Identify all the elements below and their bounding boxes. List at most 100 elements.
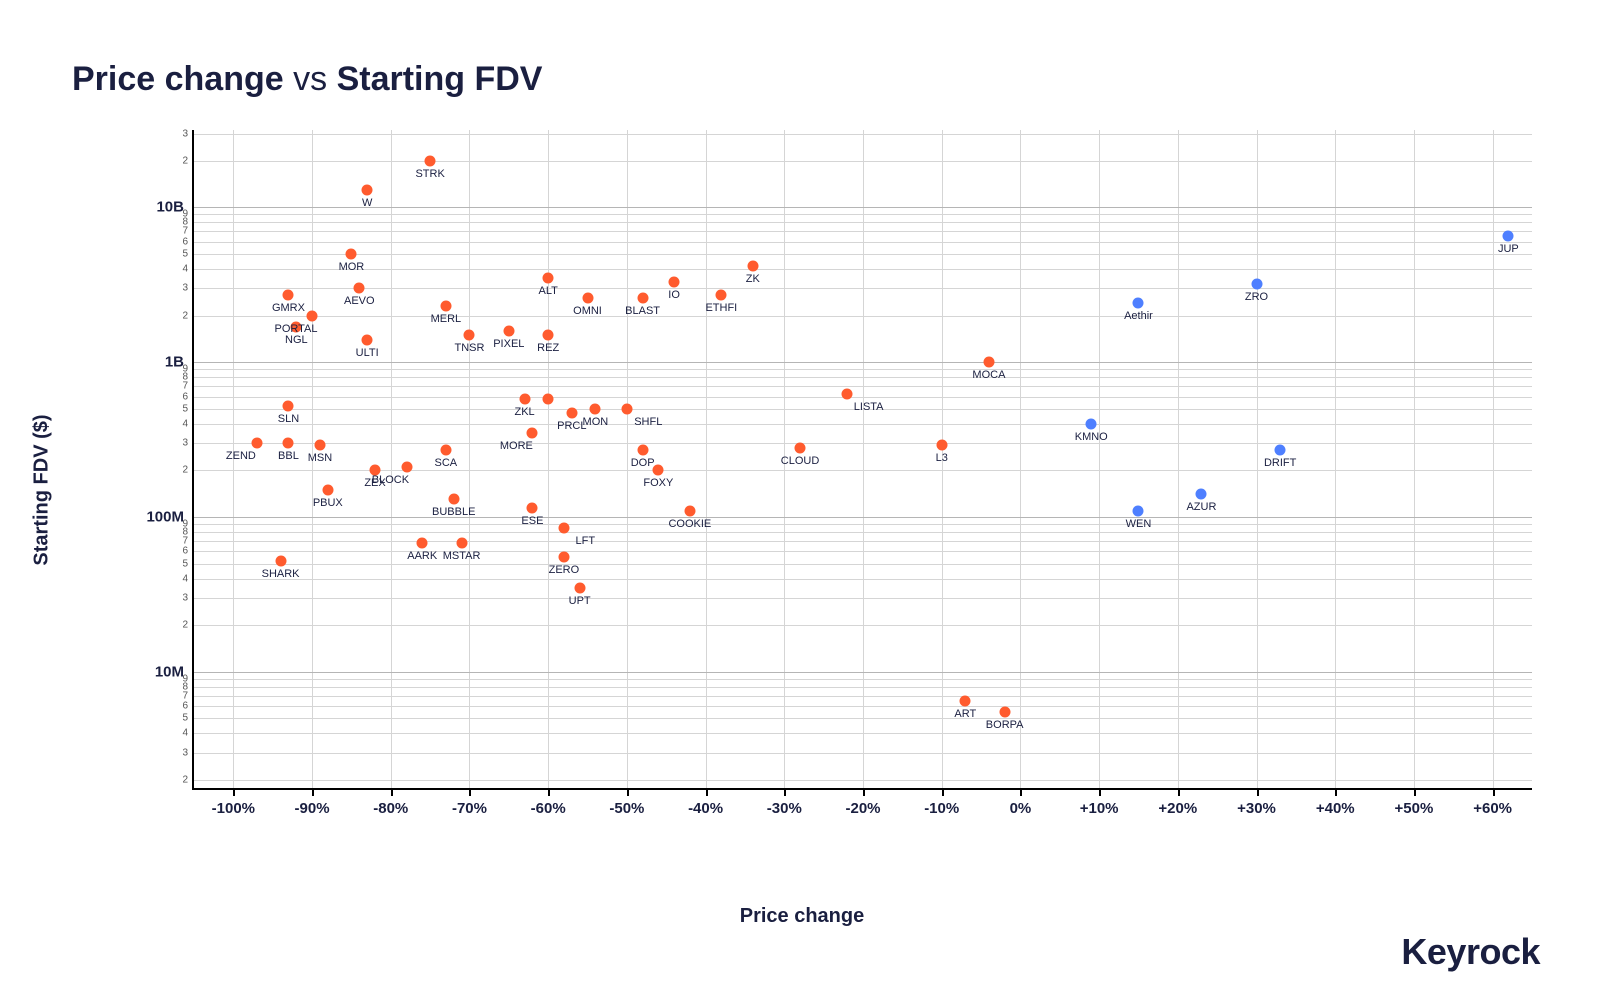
scatter-point-label: CLOUD	[781, 455, 820, 467]
scatter-point-label: ZRO	[1245, 291, 1268, 303]
scatter-point	[283, 401, 294, 412]
gridline-horizontal-major	[194, 362, 1532, 363]
y-tick-minor-label: 2	[182, 620, 194, 631]
scatter-point	[448, 494, 459, 505]
x-axis-label-wrap: Price change	[72, 905, 1532, 928]
gridline-horizontal-minor	[194, 316, 1532, 317]
scatter-point	[842, 389, 853, 400]
scatter-point	[456, 537, 467, 548]
scatter-point-label: BLAST	[625, 305, 660, 317]
scatter-point-label: KMNO	[1075, 431, 1108, 443]
scatter-point	[527, 502, 538, 513]
scatter-point	[417, 537, 428, 548]
scatter-point-label: JUP	[1498, 243, 1519, 255]
scatter-point	[1086, 418, 1097, 429]
gridline-horizontal-minor	[194, 524, 1532, 525]
scatter-point	[401, 462, 412, 473]
scatter-point-label: AZUR	[1186, 501, 1216, 513]
scatter-point-label: ZK	[746, 273, 760, 285]
scatter-point	[1196, 489, 1207, 500]
y-tick-minor-label: 2	[182, 310, 194, 321]
scatter-point	[936, 440, 947, 451]
scatter-point	[669, 276, 680, 287]
scatter-point-label: MERL	[431, 313, 462, 325]
scatter-point-label: COOKIE	[668, 518, 711, 530]
scatter-point	[519, 393, 530, 404]
gridline-horizontal-minor	[194, 579, 1532, 580]
scatter-point-label: LISTA	[854, 401, 884, 413]
gridline-horizontal-minor	[194, 753, 1532, 754]
scatter-point	[1251, 279, 1262, 290]
x-tick-label: +60%	[1473, 788, 1512, 817]
x-tick-label: -80%	[373, 788, 408, 817]
scatter-point	[1133, 298, 1144, 309]
y-tick-minor-label: 3	[182, 747, 194, 758]
gridline-horizontal-major	[194, 207, 1532, 208]
gridline-vertical	[1257, 130, 1258, 788]
scatter-point	[590, 403, 601, 414]
scatter-point-label: AEVO	[344, 295, 375, 307]
scatter-point	[999, 707, 1010, 718]
scatter-point	[558, 552, 569, 563]
gridline-horizontal-minor	[194, 397, 1532, 398]
gridline-horizontal-minor	[194, 625, 1532, 626]
gridline-horizontal-minor	[194, 377, 1532, 378]
scatter-point	[307, 310, 318, 321]
gridline-vertical	[1414, 130, 1415, 788]
scatter-point-label: SLN	[278, 413, 299, 425]
x-tick-label: -100%	[212, 788, 255, 817]
y-axis-label: Starting FDV ($)	[31, 414, 54, 565]
gridline-vertical	[469, 130, 470, 788]
scatter-point-label: MORE	[500, 440, 533, 452]
scatter-point	[747, 260, 758, 271]
scatter-point-label: L3	[936, 452, 948, 464]
y-tick-minor-label: 2	[182, 775, 194, 786]
y-tick-minor-label: 4	[182, 573, 194, 584]
scatter-point-label: LFT	[576, 535, 596, 547]
gridline-vertical	[627, 130, 628, 788]
scatter-point	[566, 408, 577, 419]
scatter-point	[1503, 231, 1514, 242]
scatter-point-label: BBL	[278, 450, 299, 462]
y-tick-minor-label: 4	[182, 418, 194, 429]
y-tick-minor-label: 6	[182, 391, 194, 402]
gridline-horizontal-major	[194, 672, 1532, 673]
scatter-point	[275, 556, 286, 567]
gridline-horizontal-minor	[194, 541, 1532, 542]
scatter-point-label: OMNI	[573, 305, 602, 317]
gridline-vertical	[706, 130, 707, 788]
scatter-point	[283, 438, 294, 449]
scatter-point	[362, 184, 373, 195]
chart-title: Price change vs Starting FDV	[72, 60, 542, 99]
gridline-horizontal-minor	[194, 733, 1532, 734]
scatter-point-label: PRCL	[557, 420, 586, 432]
y-tick-minor-label: 5	[182, 713, 194, 724]
gridline-horizontal-minor	[194, 242, 1532, 243]
gridline-horizontal-minor	[194, 443, 1532, 444]
gridline-horizontal-minor	[194, 231, 1532, 232]
gridline-horizontal-minor	[194, 424, 1532, 425]
x-tick-label: 0%	[1010, 788, 1032, 817]
scatter-point-label: ULTI	[356, 347, 379, 359]
gridline-horizontal-minor	[194, 254, 1532, 255]
y-tick-minor-label: 5	[182, 249, 194, 260]
x-tick-label: +50%	[1395, 788, 1434, 817]
gridline-horizontal-minor	[194, 269, 1532, 270]
scatter-point-label: ART	[954, 708, 976, 720]
y-tick-minor-label: 4	[182, 728, 194, 739]
scatter-point	[621, 403, 632, 414]
scatter-point	[637, 445, 648, 456]
chart: Starting FDV ($) -100%-90%-80%-70%-60%-5…	[72, 130, 1532, 850]
y-tick-minor-label: 5	[182, 403, 194, 414]
y-tick-minor-label: 5	[182, 558, 194, 569]
x-tick-label: +30%	[1237, 788, 1276, 817]
scatter-point	[251, 438, 262, 449]
y-tick-minor-label: 6	[182, 701, 194, 712]
scatter-point	[1133, 505, 1144, 516]
scatter-point	[716, 290, 727, 301]
scatter-point-label: TNSR	[454, 342, 484, 354]
scatter-point-label: Aethir	[1124, 310, 1153, 322]
scatter-point	[283, 290, 294, 301]
title-part2: Starting FDV	[337, 60, 543, 98]
y-tick-major-label: 1B	[165, 354, 194, 371]
